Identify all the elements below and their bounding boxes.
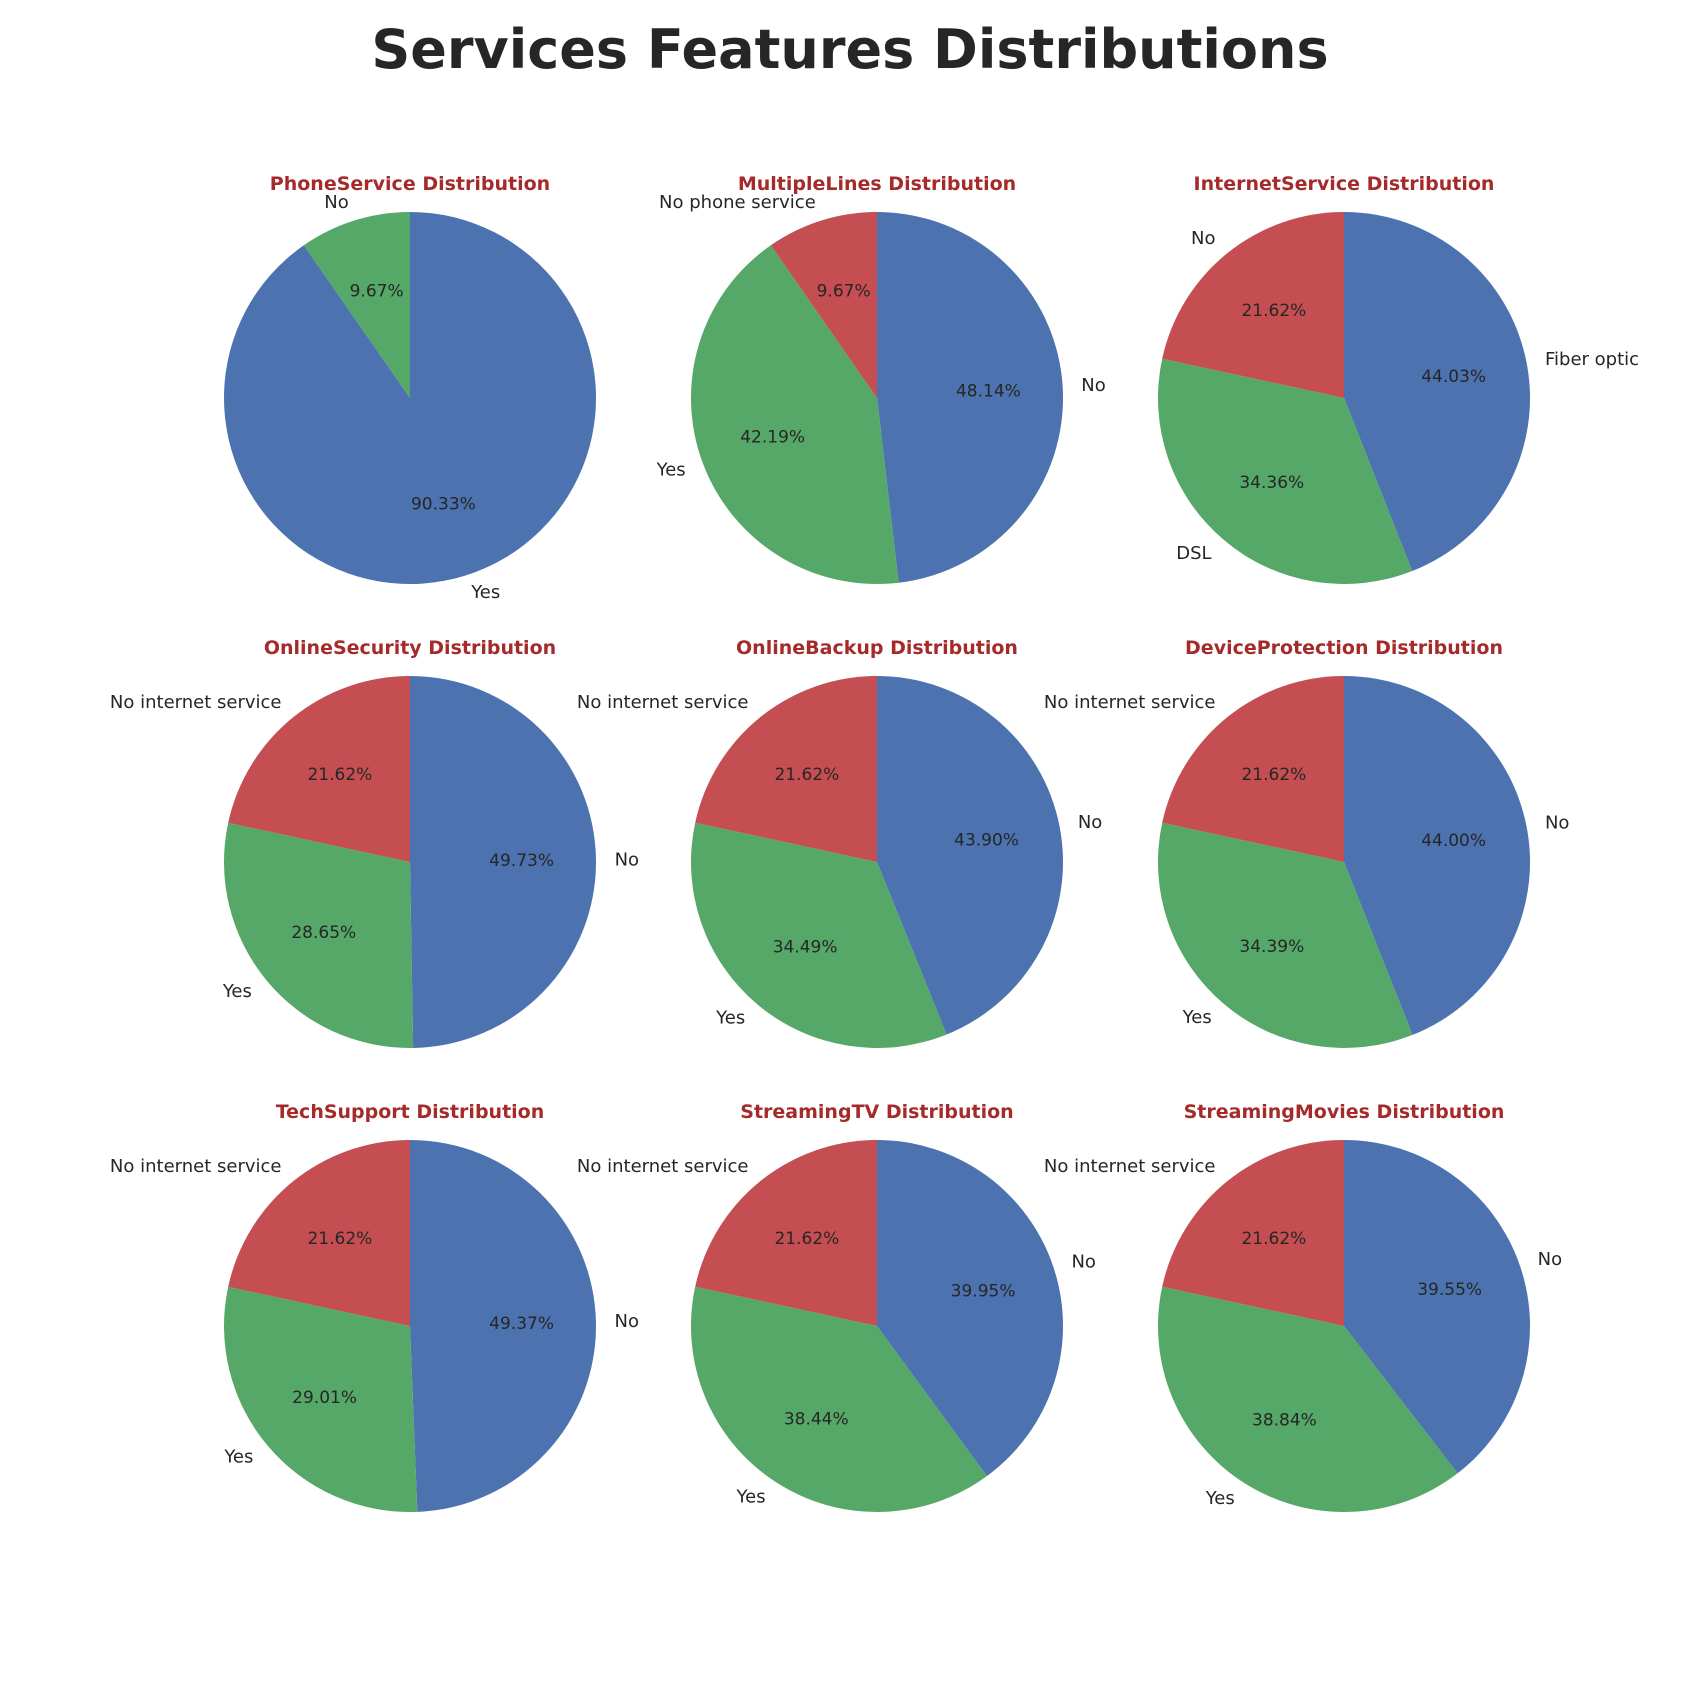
- slice-percent-label: 43.90%: [954, 831, 1019, 851]
- pie-slice: [1344, 676, 1530, 1035]
- pie-chart: OnlineSecurity Distribution No 49.73% Yes 28…: [110, 637, 639, 1048]
- slice-label: Yes: [223, 1447, 253, 1468]
- slice-percent-label: 34.49%: [773, 937, 838, 957]
- slice-label: Fiber optic: [1545, 349, 1639, 370]
- figure-title: Services Features Distributions: [371, 18, 1329, 81]
- slice-label: Yes: [736, 1487, 766, 1508]
- pie-slice: [695, 1140, 877, 1326]
- pie-chart: PhoneService Distribution Yes 90.33% No 9.67…: [223, 173, 596, 603]
- slice-label: No: [1078, 812, 1102, 833]
- slice-percent-label: 49.37%: [489, 1314, 554, 1334]
- slice-label: DSL: [1176, 543, 1211, 564]
- slice-label: No internet service: [1044, 1156, 1216, 1177]
- slice-percent-label: 49.73%: [489, 851, 554, 871]
- slice-percent-label: 44.03%: [1421, 367, 1486, 387]
- slice-percent-label: 21.62%: [307, 1229, 372, 1249]
- pie-slice: [1158, 358, 1413, 585]
- pie-title: TechSupport Distribution: [276, 1101, 545, 1123]
- slice-label: Yes: [1182, 1007, 1212, 1028]
- slice-percent-label: 44.00%: [1421, 831, 1486, 851]
- slice-label: No internet service: [577, 1156, 749, 1177]
- slice-percent-label: 34.39%: [1239, 937, 1304, 957]
- pie-slice: [877, 676, 1063, 1035]
- pie-slice: [410, 676, 597, 1048]
- slice-label: No: [1071, 1251, 1095, 1272]
- slice-percent-label: 9.67%: [817, 282, 871, 302]
- slice-percent-label: 21.62%: [307, 765, 372, 785]
- slice-percent-label: 21.62%: [774, 1229, 839, 1249]
- pie-title: StreamingTV Distribution: [740, 1101, 1013, 1123]
- pie-title: OnlineSecurity Distribution: [264, 637, 556, 659]
- pie-slice: [691, 822, 947, 1048]
- pie-slice: [770, 212, 877, 398]
- pie-slice: [877, 1140, 1063, 1477]
- slice-label: Yes: [222, 981, 252, 1002]
- pie-slice: [410, 1140, 596, 1512]
- slice-percent-label: 42.19%: [740, 428, 805, 448]
- pie-slice: [1158, 822, 1413, 1048]
- slice-percent-label: 39.55%: [1417, 1280, 1482, 1300]
- pie-slice: [1344, 1140, 1530, 1474]
- slice-label: No phone service: [659, 192, 816, 213]
- pie-chart: MultipleLines Distribution No 48.14% Yes 42.…: [656, 173, 1106, 584]
- pie-slice: [303, 212, 410, 398]
- pie-slice: [223, 822, 414, 1048]
- pie-title: InternetService Distribution: [1194, 173, 1495, 195]
- pie-title: OnlineBackup Distribution: [736, 637, 1018, 659]
- slice-percent-label: 21.62%: [1241, 765, 1306, 785]
- pie-chart: InternetService Distribution Fiber optic 4…: [1158, 173, 1639, 585]
- pie-slice: [1344, 212, 1530, 572]
- pie-title: DeviceProtection Distribution: [1185, 637, 1503, 659]
- pie-slice: [228, 1140, 410, 1326]
- slice-label: No: [615, 1311, 639, 1332]
- pie-chart: TechSupport Distribution No 49.37% Yes 29.01…: [110, 1101, 639, 1512]
- pie-slice: [1162, 1140, 1344, 1326]
- slice-label: No internet service: [110, 1156, 282, 1177]
- pie-slice: [877, 212, 1063, 583]
- slice-label: Yes: [470, 582, 500, 603]
- slice-label: No internet service: [1044, 692, 1216, 713]
- slice-percent-label: 28.65%: [291, 923, 356, 943]
- pie-slice: [228, 676, 410, 862]
- slice-percent-label: 9.67%: [350, 282, 404, 302]
- pie-slice: [691, 245, 899, 584]
- slice-label: No: [1538, 1249, 1562, 1270]
- slice-label: No: [1545, 813, 1569, 834]
- slice-label: No: [324, 192, 348, 213]
- pie-title: StreamingMovies Distribution: [1184, 1101, 1505, 1123]
- slice-label: Yes: [1205, 1488, 1235, 1509]
- pie-slice: [224, 1286, 418, 1512]
- slice-label: Yes: [715, 1008, 745, 1029]
- pie-chart: DeviceProtection Distribution No 44.00% Yes…: [1044, 637, 1569, 1048]
- slice-label: No: [1081, 375, 1105, 396]
- slice-label: No internet service: [110, 692, 282, 713]
- pie-title: PhoneService Distribution: [270, 173, 550, 195]
- slice-label: No: [1191, 228, 1215, 249]
- slice-percent-label: 38.44%: [784, 1410, 849, 1430]
- pie-slice: [1162, 212, 1344, 398]
- slice-percent-label: 34.36%: [1239, 473, 1304, 493]
- slice-percent-label: 48.14%: [956, 381, 1021, 401]
- slice-percent-label: 39.95%: [951, 1281, 1016, 1301]
- pie-slice: [1158, 1286, 1458, 1512]
- slice-percent-label: 21.62%: [1241, 1229, 1306, 1249]
- slice-percent-label: 38.84%: [1252, 1410, 1317, 1430]
- pie-slice: [1162, 676, 1344, 862]
- pie-slice: [695, 676, 877, 862]
- slice-label: No: [615, 849, 639, 870]
- pie-title: MultipleLines Distribution: [738, 173, 1016, 195]
- pie-chart: StreamingMovies Distribution No 39.55% Yes 3…: [1044, 1101, 1562, 1512]
- slice-percent-label: 21.62%: [774, 765, 839, 785]
- slice-percent-label: 21.62%: [1241, 301, 1306, 321]
- pie-chart: StreamingTV Distribution No 39.95% Yes 38.44…: [577, 1101, 1096, 1512]
- slice-percent-label: 29.01%: [292, 1388, 357, 1408]
- slice-label: No internet service: [577, 692, 749, 713]
- pie-chart: OnlineBackup Distribution No 43.90% Yes 34.4…: [577, 637, 1102, 1048]
- pie-slice: [690, 1286, 987, 1512]
- slice-label: Yes: [656, 460, 686, 481]
- slice-percent-label: 90.33%: [411, 494, 476, 514]
